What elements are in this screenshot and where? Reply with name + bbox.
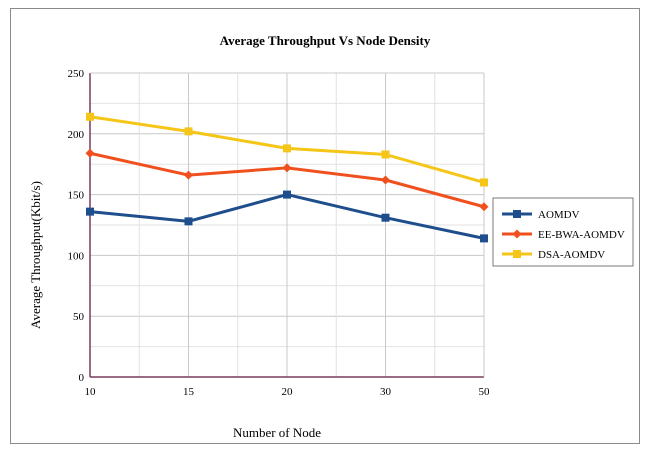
data-point (480, 234, 488, 243)
data-point (184, 127, 193, 136)
legend: AOMDV EE-BWA-AOMDV DSA-AOMDV (492, 197, 634, 267)
y-tick-label: 0 (79, 372, 85, 384)
x-tick-label: 50 (479, 386, 491, 398)
chart-title: Average Throughput Vs Node Density (220, 33, 431, 48)
tick-labels: 0 50 100 150 200 250 10 15 20 30 50 (68, 68, 491, 398)
data-point (282, 163, 292, 173)
series-aomdv (86, 190, 488, 243)
data-point (381, 150, 390, 159)
y-tick-label: 200 (68, 129, 85, 141)
legend-entry: EE-BWA-AOMDV (502, 229, 625, 241)
y-tick-label: 250 (68, 68, 85, 80)
data-point (86, 207, 94, 216)
series-group (85, 112, 489, 243)
x-tick-label: 30 (380, 386, 392, 398)
legend-swatch-marker (513, 210, 521, 218)
legend-label: DSA-AOMDV (538, 249, 605, 261)
data-point (381, 213, 390, 222)
legend-label: EE-BWA-AOMDV (538, 229, 625, 241)
legend-label: AOMDV (538, 209, 580, 221)
data-point (480, 178, 488, 187)
y-tick-label: 100 (68, 250, 85, 262)
x-tick-label: 15 (183, 386, 195, 398)
x-tick-label: 10 (85, 386, 97, 398)
x-axis-label: Number of Node (233, 425, 321, 440)
data-point (85, 148, 95, 158)
x-tick-label: 20 (282, 386, 294, 398)
data-point (479, 202, 489, 212)
data-point (184, 170, 193, 180)
legend-swatch-marker (513, 250, 521, 258)
y-tick-label: 50 (73, 311, 85, 323)
axes (89, 72, 485, 378)
y-tick-label: 150 (68, 190, 85, 202)
data-point (283, 144, 291, 153)
legend-swatch-marker (512, 229, 522, 239)
data-point (86, 112, 94, 121)
series-dsa-aomdv (86, 112, 488, 187)
data-point (381, 175, 390, 185)
series-ee-bwa-aomdv (85, 148, 489, 212)
data-point (184, 217, 193, 226)
legend-entry: AOMDV (502, 209, 580, 221)
legend-entry: DSA-AOMDV (502, 249, 605, 261)
y-axis-label: Average Throughput(Kbit/s) (28, 181, 43, 329)
data-point (283, 190, 291, 199)
